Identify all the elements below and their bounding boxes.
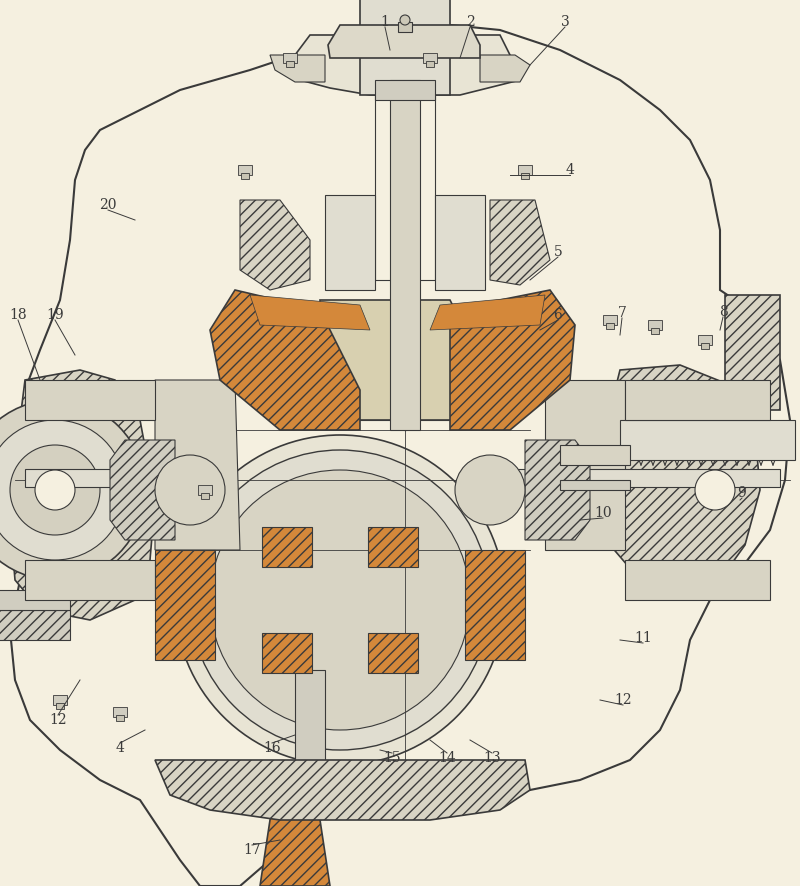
Circle shape bbox=[695, 470, 735, 510]
Polygon shape bbox=[368, 527, 418, 567]
Polygon shape bbox=[480, 55, 530, 82]
Text: 11: 11 bbox=[634, 631, 652, 645]
Polygon shape bbox=[368, 633, 418, 673]
Text: 2: 2 bbox=[466, 15, 474, 29]
Bar bbox=[698, 335, 712, 345]
Text: 18: 18 bbox=[9, 308, 27, 322]
Bar bbox=[198, 485, 212, 495]
Bar bbox=[398, 22, 412, 32]
Bar bbox=[295, 670, 325, 790]
Polygon shape bbox=[25, 560, 155, 600]
Text: 1: 1 bbox=[381, 15, 390, 29]
Polygon shape bbox=[490, 200, 550, 285]
Text: 17: 17 bbox=[243, 843, 261, 857]
Polygon shape bbox=[262, 527, 312, 567]
Text: 5: 5 bbox=[554, 245, 562, 259]
Text: 10: 10 bbox=[594, 506, 612, 520]
Text: 14: 14 bbox=[438, 751, 456, 765]
Polygon shape bbox=[545, 380, 625, 550]
Bar bbox=[560, 445, 630, 465]
Polygon shape bbox=[240, 200, 310, 290]
Bar bbox=[648, 320, 662, 330]
Text: 12: 12 bbox=[614, 693, 632, 707]
Polygon shape bbox=[262, 633, 312, 673]
Circle shape bbox=[190, 450, 490, 750]
Text: 9: 9 bbox=[738, 486, 746, 500]
Text: 4: 4 bbox=[115, 741, 125, 755]
Circle shape bbox=[210, 470, 470, 730]
Text: 20: 20 bbox=[99, 198, 117, 212]
Circle shape bbox=[175, 435, 505, 765]
Text: 8: 8 bbox=[718, 305, 727, 319]
Bar bbox=[360, 0, 450, 95]
Polygon shape bbox=[270, 55, 325, 82]
Bar bbox=[53, 695, 67, 705]
Polygon shape bbox=[295, 35, 520, 95]
Text: 7: 7 bbox=[618, 306, 626, 320]
Text: 3: 3 bbox=[561, 15, 570, 29]
Bar bbox=[283, 53, 297, 63]
Bar bbox=[286, 61, 294, 67]
Circle shape bbox=[35, 470, 75, 510]
Bar bbox=[490, 469, 780, 487]
Bar bbox=[56, 703, 64, 709]
Circle shape bbox=[0, 420, 125, 560]
Bar bbox=[701, 343, 709, 349]
Text: 6: 6 bbox=[554, 308, 562, 322]
Text: 13: 13 bbox=[483, 751, 501, 765]
Polygon shape bbox=[625, 560, 770, 600]
Bar bbox=[375, 80, 435, 100]
Bar bbox=[25, 469, 190, 487]
Text: 15: 15 bbox=[383, 751, 401, 765]
Bar bbox=[0, 610, 70, 640]
Bar bbox=[238, 165, 252, 175]
Polygon shape bbox=[465, 550, 525, 660]
Polygon shape bbox=[10, 370, 155, 620]
Bar bbox=[426, 61, 434, 67]
Polygon shape bbox=[328, 25, 480, 58]
Polygon shape bbox=[450, 290, 575, 430]
Bar bbox=[620, 420, 795, 460]
Bar bbox=[606, 323, 614, 329]
Bar bbox=[116, 715, 124, 721]
Circle shape bbox=[400, 15, 410, 25]
Bar bbox=[651, 328, 659, 334]
Bar bbox=[390, 80, 420, 430]
Text: 19: 19 bbox=[46, 308, 64, 322]
Bar bbox=[603, 315, 617, 325]
Polygon shape bbox=[625, 380, 770, 420]
Polygon shape bbox=[430, 295, 545, 330]
Polygon shape bbox=[155, 380, 240, 550]
Circle shape bbox=[455, 455, 525, 525]
Polygon shape bbox=[600, 365, 760, 595]
Circle shape bbox=[10, 445, 100, 535]
Polygon shape bbox=[110, 440, 175, 540]
Bar bbox=[521, 173, 529, 179]
Polygon shape bbox=[250, 295, 370, 330]
Text: 16: 16 bbox=[263, 741, 281, 755]
Polygon shape bbox=[320, 300, 475, 420]
Text: 4: 4 bbox=[566, 163, 574, 177]
Bar bbox=[560, 480, 630, 490]
Polygon shape bbox=[210, 290, 360, 430]
Bar bbox=[518, 165, 532, 175]
Polygon shape bbox=[155, 550, 215, 660]
Bar bbox=[113, 707, 127, 717]
Bar bbox=[0, 590, 70, 610]
Circle shape bbox=[155, 455, 225, 525]
Bar bbox=[725, 295, 780, 410]
Bar bbox=[423, 53, 437, 63]
Circle shape bbox=[0, 400, 145, 580]
Polygon shape bbox=[10, 25, 790, 886]
Polygon shape bbox=[435, 195, 485, 290]
Polygon shape bbox=[25, 380, 155, 420]
Bar bbox=[241, 173, 249, 179]
Polygon shape bbox=[260, 780, 330, 886]
Text: 12: 12 bbox=[49, 713, 67, 727]
Polygon shape bbox=[325, 195, 375, 290]
Polygon shape bbox=[525, 440, 590, 540]
Bar bbox=[201, 493, 209, 499]
Polygon shape bbox=[155, 760, 530, 820]
